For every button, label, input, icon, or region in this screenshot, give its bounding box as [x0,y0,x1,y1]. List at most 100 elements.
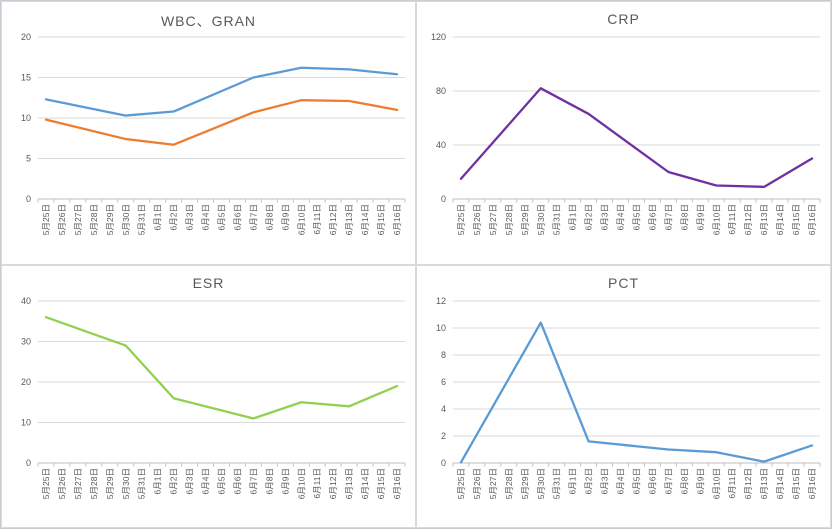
x-tick-label: 6月6日 [232,468,242,494]
x-tick-label: 6月10日 [711,204,721,235]
x-tick-label: 6月6日 [647,468,657,494]
x-tick-label: 6月1日 [568,468,578,494]
y-tick-label: 10 [436,323,446,333]
x-tick-label: 5月26日 [472,204,482,235]
x-tick-label: 6月8日 [679,204,689,230]
x-tick-label: 6月12日 [328,204,338,235]
x-tick-label: 6月4日 [616,468,626,494]
x-tick-label: 5月27日 [488,468,498,499]
x-tick-label: 5月30日 [536,204,546,235]
y-tick-label: 8 [441,350,446,360]
x-tick-label: 6月12日 [743,468,753,499]
series-line-CRP [459,87,814,189]
y-tick-label: 10 [21,417,31,427]
chart-panel-wbc-gran[interactable]: WBC、GRAN 0 5 10 15 20 5月25日 5月26日 5月27日 5月28日 5月2… [1,1,416,265]
x-tick-label: 6月7日 [248,468,258,494]
y-tick-label: 30 [21,336,31,346]
x-tick-label: 6月11日 [312,468,322,499]
x-tick-label: 6月16日 [807,468,817,499]
x-tick-label: 5月29日 [520,204,530,235]
x-tick-label: 6月14日 [360,468,370,499]
x-tick-label: 6月16日 [807,204,817,235]
y-tick-label: 2 [441,431,446,441]
x-tick-label: 6月10日 [296,468,306,499]
x-tick-label: 6月8日 [679,468,689,494]
x-tick-label: 6月3日 [600,468,610,494]
chart-title-esr: ESR [192,274,225,291]
x-tick-label: 6月9日 [695,468,705,494]
x-tick-label: 6月7日 [663,204,673,230]
x-tick-label: 6月4日 [201,468,211,494]
line-chart-esr: 0 10 20 30 40 5月25日 5月26日 5月27日 5月28日 5月29日 5月30日 5… [21,296,406,499]
x-tick-label: 6月14日 [775,468,785,499]
x-tick-label: 6月13日 [759,204,769,235]
x-tick-label: 5月26日 [472,468,482,499]
x-tick-label: 5月30日 [536,468,546,499]
x-tick-label: 6月6日 [232,204,242,230]
y-tick-label: 10 [21,113,31,123]
y-tick-label: 15 [21,73,31,83]
y-tick-label: 6 [441,377,446,387]
x-tick-label: 6月7日 [663,468,673,494]
x-tick-label: 5月31日 [137,468,147,499]
x-tick-label: 6月5日 [217,204,227,230]
x-tick-label: 6月15日 [376,204,386,235]
x-tick-label: 6月9日 [280,204,290,230]
x-tick-label: 6月13日 [344,204,354,235]
y-tick-label: 12 [436,296,446,306]
x-tick-label: 6月3日 [600,204,610,230]
x-tick-label: 6月10日 [711,468,721,499]
chart-title-pct: PCT [608,274,639,291]
x-tick-label: 5月25日 [456,204,466,235]
x-tick-label: 6月12日 [328,468,338,499]
y-tick-label: 5 [26,154,31,164]
x-tick-label: 6月8日 [264,204,274,230]
line-chart-wbc-gran: 0 5 10 15 20 5月25日 5月26日 5月27日 5月28日 5月29日 5月30日 5月… [21,32,406,235]
x-tick-label: 5月30日 [121,204,131,235]
x-tick-label: 6月4日 [616,204,626,230]
x-tick-label: 6月5日 [632,204,642,230]
x-tick-label: 6月16日 [392,468,402,499]
y-tick-label: 4 [441,404,446,414]
x-tick-label: 6月7日 [248,204,258,230]
y-tick-label: 120 [431,32,446,42]
x-tick-label: 5月27日 [488,204,498,235]
x-tick-label: 6月14日 [775,204,785,235]
series-line-GRAN [44,99,399,146]
y-tick-label: 0 [441,194,446,204]
x-tick-label: 6月9日 [695,204,705,230]
x-tick-label: 5月28日 [504,204,514,235]
series-line-WBC [44,66,399,117]
x-tick-label: 5月25日 [41,204,51,235]
x-tick-label: 5月29日 [520,468,530,499]
x-tick-label: 5月28日 [504,468,514,499]
x-tick-label: 6月13日 [344,468,354,499]
x-tick-label: 6月15日 [376,468,386,499]
y-tick-label: 0 [441,458,446,468]
x-tick-label: 6月3日 [185,204,195,230]
x-tick-label: 6月3日 [185,468,195,494]
x-tick-label: 5月27日 [73,468,83,499]
x-tick-label: 5月26日 [57,204,67,235]
x-tick-label: 6月12日 [743,204,753,235]
x-tick-label: 6月16日 [392,204,402,235]
x-tick-label: 6月14日 [360,204,370,235]
x-tick-label: 6月1日 [153,204,163,230]
x-tick-label: 5月31日 [552,468,562,499]
chart-panel-crp[interactable]: CRP 0 40 80 120 5月25日 5月26日 5月27日 5月28日 5月29日 5月3… [416,1,831,265]
x-tick-label: 5月31日 [552,204,562,235]
x-tick-label: 6月8日 [264,468,274,494]
x-tick-label: 6月2日 [169,204,179,230]
x-tick-label: 6月5日 [632,468,642,494]
chart-panel-pct[interactable]: PCT 0 2 4 6 8 10 12 5月25日 5月26日 5月27日 5月28日 5月29日 5月… [416,264,831,528]
x-tick-label: 6月9日 [280,468,290,494]
x-tick-label: 6月11日 [727,204,737,235]
x-tick-label: 6月6日 [647,204,657,230]
chart-panel-esr[interactable]: ESR 0 10 20 30 40 5月25日 5月26日 5月27日 5月28日 5月29日 5月… [1,264,416,528]
x-tick-label: 5月25日 [456,468,466,499]
x-tick-label: 5月25日 [41,468,51,499]
y-tick-label: 80 [436,86,446,96]
y-tick-label: 20 [21,32,31,42]
x-tick-label: 5月28日 [89,468,99,499]
